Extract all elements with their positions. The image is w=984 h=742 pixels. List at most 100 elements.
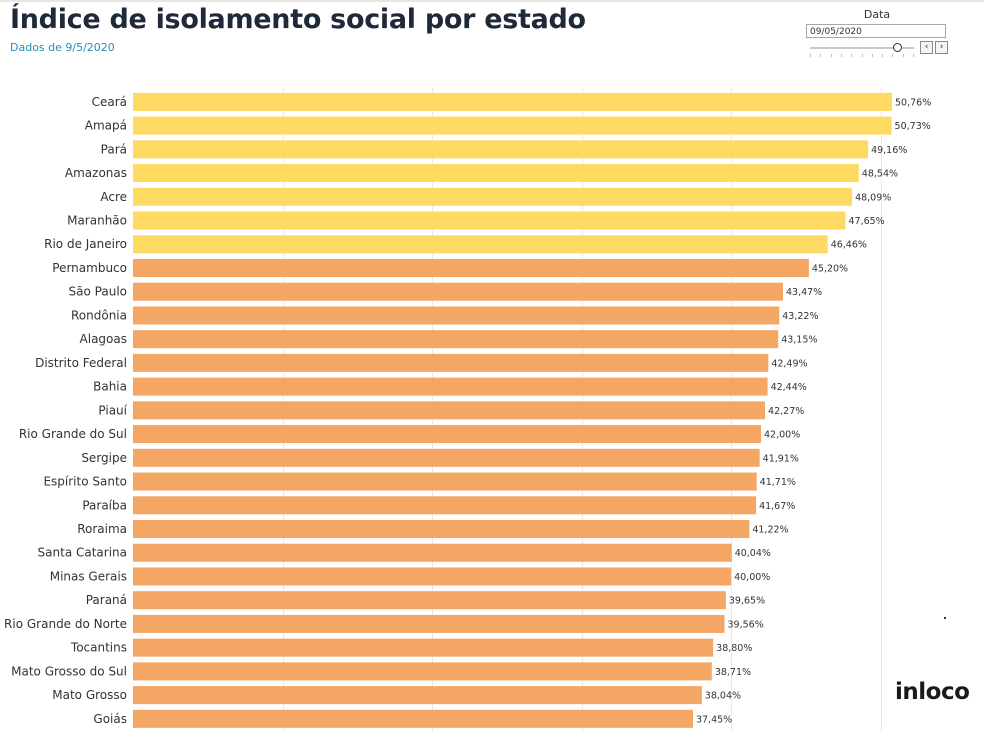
bar bbox=[133, 425, 762, 444]
data-label: 42,27% bbox=[768, 406, 804, 417]
date-slider-ticks bbox=[810, 54, 914, 58]
date-slider-tick bbox=[830, 54, 832, 57]
category-label: Piauí bbox=[98, 403, 127, 417]
bar bbox=[133, 686, 702, 705]
bar bbox=[133, 520, 750, 539]
bar bbox=[133, 211, 846, 230]
category-label: Mato Grosso bbox=[52, 688, 127, 702]
bar bbox=[133, 258, 809, 277]
date-slider-tick bbox=[820, 54, 822, 57]
category-label: Amazonas bbox=[65, 166, 127, 180]
category-label: Mato Grosso do Sul bbox=[11, 664, 127, 678]
category-label: Santa Catarina bbox=[38, 546, 127, 560]
bar bbox=[133, 92, 892, 111]
data-label: 45,20% bbox=[812, 263, 848, 274]
bar bbox=[133, 662, 712, 681]
category-label: Goiás bbox=[93, 712, 127, 726]
bar bbox=[133, 282, 783, 301]
bar bbox=[133, 614, 725, 633]
next-date-button[interactable]: › bbox=[935, 41, 948, 54]
bar bbox=[133, 638, 714, 657]
bar bbox=[133, 187, 853, 206]
bar-chart: Ceará 50,76% Amapá 50,73% Pará 49,16% Amazonas… bbox=[4, 88, 931, 732]
date-slider-track[interactable] bbox=[810, 47, 914, 49]
category-label: Maranhão bbox=[67, 214, 127, 228]
date-slider-tick bbox=[861, 54, 863, 57]
date-input[interactable]: 09/05/2020 bbox=[806, 24, 946, 38]
date-slider-row: ‹ › bbox=[806, 41, 948, 58]
category-label: Espírito Santo bbox=[43, 475, 127, 489]
data-label: 43,15% bbox=[781, 335, 817, 346]
data-label: 37,45% bbox=[696, 714, 732, 725]
top-border bbox=[0, 0, 984, 2]
data-label: 42,49% bbox=[771, 358, 807, 369]
bar bbox=[133, 140, 869, 159]
category-label: Roraima bbox=[77, 522, 127, 536]
bar bbox=[133, 306, 780, 325]
category-label: Amapá bbox=[85, 119, 127, 133]
date-slider-tick bbox=[871, 54, 873, 57]
bar bbox=[133, 567, 732, 586]
date-slider-tick bbox=[882, 54, 884, 57]
bar bbox=[133, 496, 757, 515]
category-label: Ceará bbox=[92, 95, 127, 109]
data-label: 42,44% bbox=[771, 382, 807, 393]
category-label: Pernambuco bbox=[52, 261, 127, 275]
category-label: Sergipe bbox=[81, 451, 127, 465]
data-label: 47,65% bbox=[848, 216, 884, 227]
data-label: 39,56% bbox=[728, 619, 764, 630]
category-label: Minas Gerais bbox=[50, 569, 127, 583]
category-label: Rio Grande do Sul bbox=[19, 427, 127, 441]
date-slider-tick bbox=[892, 54, 894, 57]
page-title: Índice de isolamento social por estado bbox=[10, 4, 586, 35]
bar bbox=[133, 164, 859, 183]
date-slider-tick bbox=[902, 54, 904, 57]
date-subtitle: Dados de 9/5/2020 bbox=[10, 41, 115, 54]
date-filter: Data 09/05/2020 ‹ › bbox=[806, 8, 948, 58]
date-slider-thumb[interactable] bbox=[893, 43, 902, 52]
data-label: 40,04% bbox=[735, 548, 771, 559]
inloco-logo: inloco bbox=[895, 679, 970, 705]
bar bbox=[133, 377, 768, 396]
data-label: 43,22% bbox=[782, 311, 818, 322]
date-slider-tick bbox=[913, 54, 914, 57]
data-label: 49,16% bbox=[871, 145, 907, 156]
data-label: 43,47% bbox=[786, 287, 822, 298]
bar bbox=[133, 472, 757, 491]
category-label: Alagoas bbox=[80, 332, 127, 346]
category-label: Pará bbox=[101, 142, 127, 156]
data-label: 50,73% bbox=[895, 121, 931, 132]
category-label: Distrito Federal bbox=[35, 356, 127, 370]
data-label: 48,09% bbox=[855, 192, 891, 203]
category-label: Rio Grande do Norte bbox=[4, 617, 127, 631]
data-label: 41,22% bbox=[752, 525, 788, 536]
date-slider-tick bbox=[851, 54, 853, 57]
category-label: Bahia bbox=[93, 380, 127, 394]
bar bbox=[133, 591, 726, 610]
data-label: 50,76% bbox=[895, 97, 931, 108]
bar bbox=[133, 353, 769, 372]
bar bbox=[133, 330, 779, 349]
category-label: Acre bbox=[100, 190, 127, 204]
data-label: 41,67% bbox=[759, 501, 795, 512]
bar bbox=[133, 448, 760, 467]
date-slider-tick bbox=[840, 54, 842, 57]
bar bbox=[133, 235, 828, 254]
data-label: 38,04% bbox=[705, 691, 741, 702]
previous-date-button[interactable]: ‹ bbox=[920, 41, 933, 54]
category-label: São Paulo bbox=[69, 285, 127, 299]
date-filter-label: Data bbox=[863, 8, 891, 21]
data-label: 40,00% bbox=[734, 572, 770, 583]
data-label: 38,71% bbox=[715, 667, 751, 678]
category-label: Rondônia bbox=[71, 308, 127, 322]
category-label: Tocantins bbox=[70, 641, 127, 655]
bar bbox=[133, 401, 766, 420]
footnote-mark bbox=[944, 617, 946, 619]
data-label: 41,71% bbox=[760, 477, 796, 488]
bar bbox=[133, 709, 693, 728]
data-label: 38,80% bbox=[716, 643, 752, 654]
bar bbox=[133, 543, 732, 562]
category-label: Rio de Janeiro bbox=[44, 237, 127, 251]
data-label: 46,46% bbox=[831, 240, 867, 251]
bar bbox=[133, 116, 892, 135]
